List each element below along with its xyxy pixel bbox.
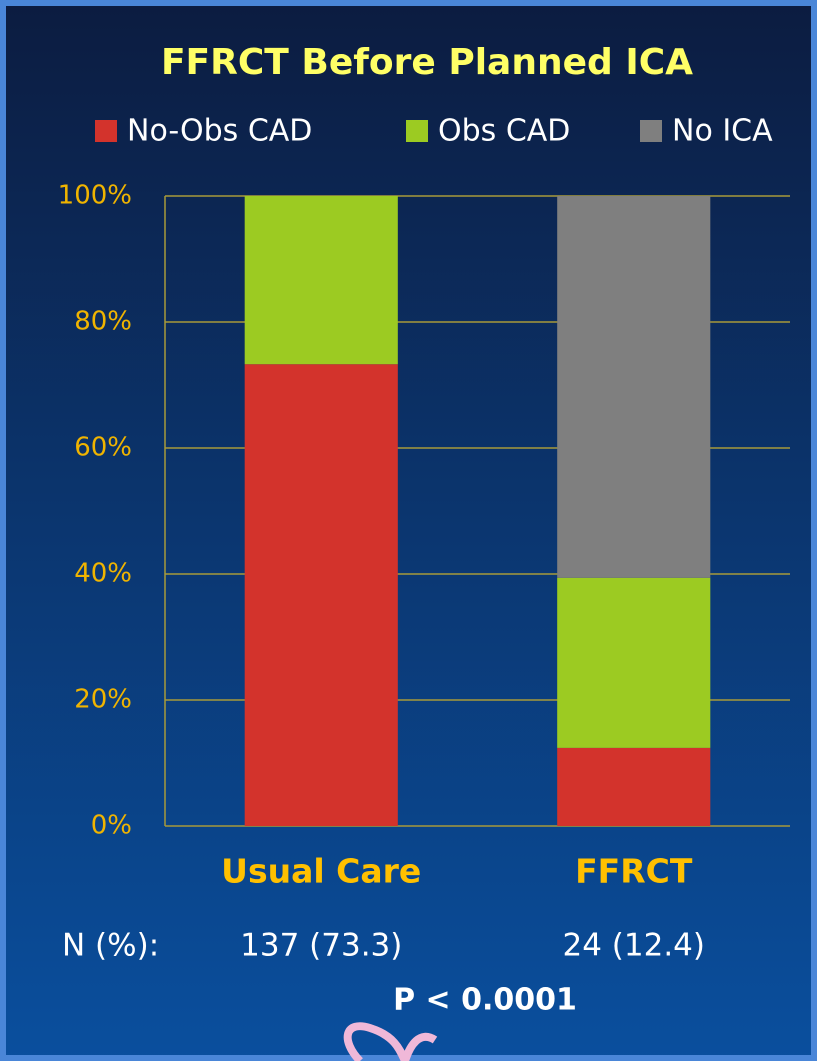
n-label: N (%): xyxy=(62,928,159,964)
bar-segment xyxy=(557,747,711,826)
n-value: 137 (73.3) xyxy=(240,928,402,964)
logo xyxy=(343,1022,438,1061)
y-tick-label: 60% xyxy=(74,433,132,463)
legend-swatch xyxy=(640,120,662,142)
bar-segment xyxy=(557,577,711,748)
legend-label: Obs CAD xyxy=(438,114,570,149)
p-value: P < 0.0001 xyxy=(393,983,577,1018)
bar-segment xyxy=(244,364,398,826)
y-tick-label: 80% xyxy=(74,307,132,337)
y-tick-label: 0% xyxy=(91,811,132,841)
legend-swatch xyxy=(95,120,117,142)
n-value: 24 (12.4) xyxy=(562,928,705,964)
y-tick-label: 40% xyxy=(74,559,132,589)
legend-label: No ICA xyxy=(672,114,773,149)
legend-swatch xyxy=(406,120,428,142)
y-tick-label: 20% xyxy=(74,685,132,715)
x-tick-label: FFRCT xyxy=(575,852,693,891)
y-tick-label: 100% xyxy=(58,181,132,211)
x-tick-label: Usual Care xyxy=(221,852,421,891)
legend-label: No-Obs CAD xyxy=(127,114,312,149)
bar-segment xyxy=(244,196,398,365)
chart-title: FFRCT Before Planned ICA xyxy=(161,42,693,83)
bar-segment xyxy=(557,196,711,578)
